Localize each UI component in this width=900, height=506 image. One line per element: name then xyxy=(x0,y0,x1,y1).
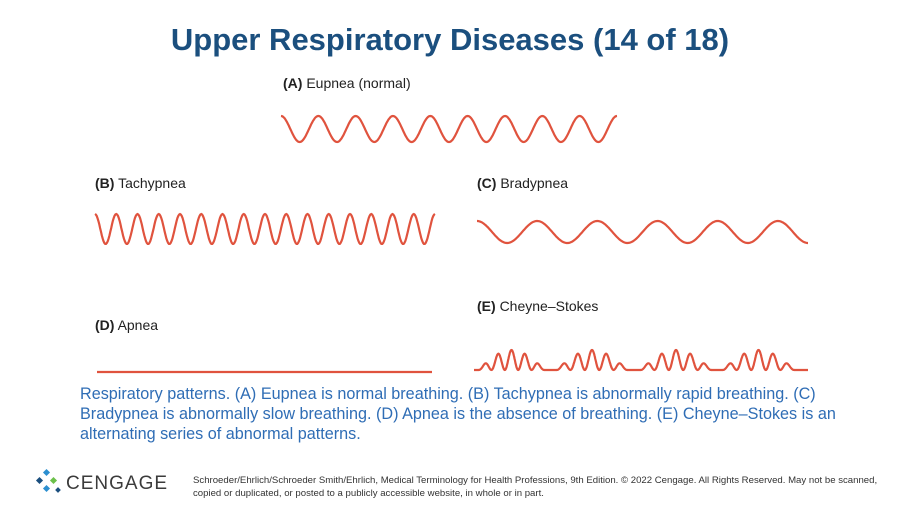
eupnea-wave xyxy=(280,114,618,144)
panel-letter: (C) xyxy=(477,175,497,191)
panel-label: (B) Tachypnea xyxy=(95,175,186,191)
panel-name: Eupnea (normal) xyxy=(306,75,411,91)
panel-label: (E) Cheyne–Stokes xyxy=(477,298,598,314)
panel-label: (D) Apnea xyxy=(95,317,158,333)
panel-letter: (A) xyxy=(283,75,303,91)
bradypnea-wave xyxy=(477,219,808,245)
copyright: Schroeder/Ehrlich/Schroeder Smith/Ehrlic… xyxy=(193,475,878,499)
panel-label: (A) Eupnea (normal) xyxy=(283,75,411,91)
panel-name: Cheyne–Stokes xyxy=(499,298,599,314)
panel-letter: (D) xyxy=(95,317,115,333)
cheyne-stokes-wave xyxy=(474,348,808,372)
slide-title: Upper Respiratory Diseases (14 of 18) xyxy=(170,22,730,57)
panel-name: Tachypnea xyxy=(118,175,186,191)
tachypnea-wave xyxy=(94,212,436,245)
panel-letter: (B) xyxy=(95,175,115,191)
panel-name: Bradypnea xyxy=(500,175,569,191)
logo-text: CENGAGE xyxy=(66,473,169,494)
logo-icon xyxy=(35,468,61,493)
panel-name: Apnea xyxy=(117,317,159,333)
panel-letter: (E) xyxy=(477,298,496,314)
panel-label: (C) Bradypnea xyxy=(477,175,568,191)
caption: Respiratory patterns. (A) Eupnea is norm… xyxy=(80,385,836,443)
